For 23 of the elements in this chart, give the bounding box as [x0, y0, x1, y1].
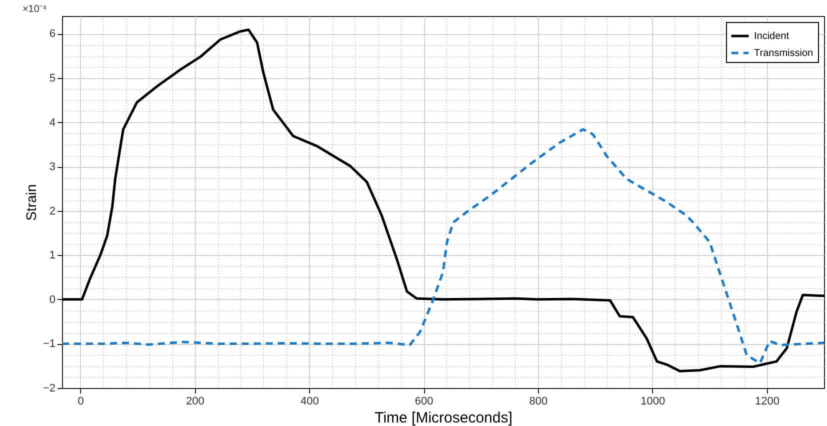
x-tick-label: 1000 — [640, 396, 666, 408]
y-axis-title: Strain — [22, 184, 39, 221]
text: ×10⁻⁴ — [22, 4, 47, 15]
x-tick-label: 400 — [300, 396, 319, 408]
y-tick-label: −2 — [42, 382, 56, 394]
x-tick-label: 600 — [414, 396, 434, 408]
y-tick-label: 5 — [49, 72, 56, 84]
y-tick-label: −1 — [42, 338, 56, 350]
legend-label: Incident — [754, 31, 790, 42]
y-tick-label: 2 — [49, 205, 56, 218]
legend-label: Transmission — [754, 48, 814, 59]
x-tick-label: 800 — [529, 396, 548, 408]
x-axis-title: Time [Microseconds] — [374, 410, 512, 426]
line-series — [62, 128, 824, 364]
y-tick-label: 1 — [49, 250, 56, 262]
x-tick-label: 200 — [186, 396, 204, 408]
y-tick-label: 6 — [49, 28, 56, 40]
x-tick-label: 0 — [78, 396, 84, 408]
line-series — [62, 28, 824, 372]
y-tick-label: 0 — [49, 294, 56, 306]
y-tick-label: 4 — [49, 116, 56, 129]
y-tick-label: 3 — [49, 161, 56, 174]
x-tick-label: 1200 — [755, 396, 780, 408]
